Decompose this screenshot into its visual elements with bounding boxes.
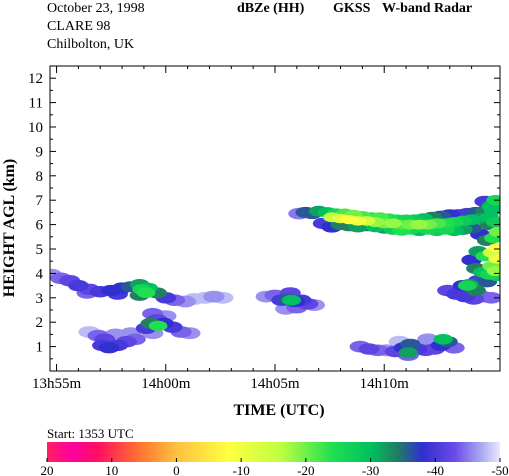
echo-cell bbox=[488, 226, 500, 237]
x-axis: 13h55m 14h00m 14h05m 14h10m bbox=[32, 66, 473, 392]
echo-cell bbox=[486, 195, 500, 206]
start-time-label: Start: 1353 UTC bbox=[47, 426, 134, 441]
colorbar-tick-label: -50 bbox=[491, 463, 508, 476]
x-tick-label: 14h05m bbox=[250, 376, 300, 392]
echo-cell bbox=[203, 290, 225, 303]
echo-cell bbox=[410, 219, 429, 230]
colorbar bbox=[47, 442, 500, 462]
location-label: Chilbolton, UK bbox=[47, 37, 134, 52]
y-tick-label: 2 bbox=[36, 315, 44, 331]
y-tick-label: 7 bbox=[36, 193, 44, 209]
colorbar-tick-label: 0 bbox=[173, 463, 180, 476]
y-tick-label: 9 bbox=[36, 144, 44, 160]
colorbar-tick-label: -10 bbox=[232, 463, 249, 476]
date-label: October 23, 1998 bbox=[47, 1, 145, 16]
echo-cell bbox=[281, 294, 302, 306]
echo-cell bbox=[457, 280, 477, 291]
x-tick-label: 13h55m bbox=[32, 376, 82, 392]
echo-cell bbox=[480, 292, 500, 304]
colorbar-tick-label: 10 bbox=[105, 463, 118, 476]
echo-cell bbox=[98, 342, 120, 354]
instrument-label: GKSS bbox=[333, 1, 371, 16]
echo-cell bbox=[136, 287, 156, 298]
y-tick-label: 4 bbox=[36, 266, 44, 282]
y-tick-label: 3 bbox=[36, 291, 44, 307]
echo-cell bbox=[341, 215, 358, 225]
colorbar-tick-label: -30 bbox=[362, 463, 379, 476]
colorbar-tick-label: 20 bbox=[41, 463, 54, 476]
y-tick-label: 6 bbox=[36, 218, 44, 234]
echo-cell bbox=[384, 218, 402, 229]
y-tick-label: 1 bbox=[36, 340, 44, 356]
y-tick-label: 10 bbox=[28, 120, 43, 136]
y-tick-label: 8 bbox=[36, 169, 44, 185]
echo-cell bbox=[148, 320, 168, 331]
echo-cell bbox=[488, 243, 500, 253]
echo-cell bbox=[433, 334, 453, 345]
product-label: dBZe (HH) bbox=[237, 1, 305, 16]
x-axis-title: TIME (UTC) bbox=[233, 402, 324, 419]
colorbar-tick-label: -40 bbox=[427, 463, 444, 476]
radar-label: W-band Radar bbox=[382, 1, 472, 16]
y-tick-label: 5 bbox=[36, 242, 44, 258]
echo-cell bbox=[486, 216, 500, 228]
echo-cell bbox=[398, 347, 419, 359]
colorbar-tick-label: -20 bbox=[297, 463, 314, 476]
x-tick-label: 14h10m bbox=[360, 376, 410, 392]
y-axis-title: HEIGHT AGL (km) bbox=[1, 159, 18, 297]
echo-cell bbox=[488, 254, 500, 264]
echo-layer bbox=[50, 195, 500, 361]
echo-cell bbox=[400, 338, 421, 350]
echo-cell bbox=[68, 279, 89, 292]
campaign-label: CLARE 98 bbox=[47, 19, 110, 34]
y-tick-label: 12 bbox=[28, 71, 43, 87]
y-tick-label: 11 bbox=[29, 96, 43, 112]
echo-cell bbox=[358, 343, 380, 355]
colorbar-ticks: 20 10 0 -10 -20 -30 -40 -50 bbox=[41, 458, 509, 476]
echo-cell bbox=[486, 266, 500, 276]
x-tick-label: 14h00m bbox=[141, 376, 191, 392]
